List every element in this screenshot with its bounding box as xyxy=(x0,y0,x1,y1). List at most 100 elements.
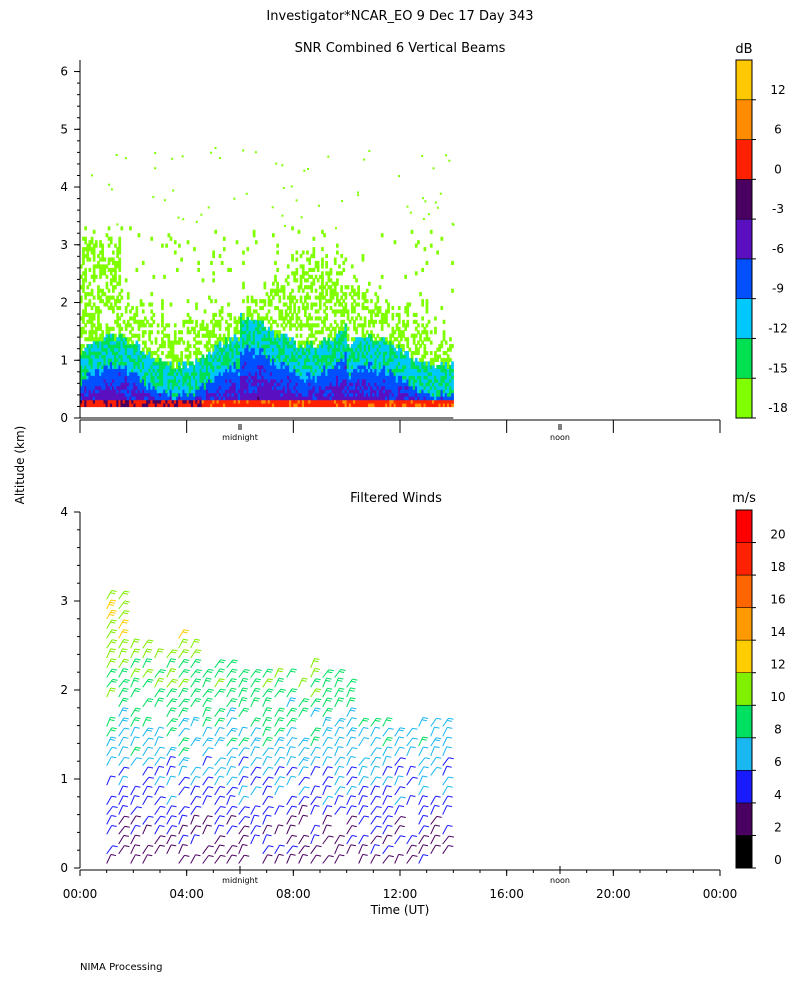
wind-barb-flag xyxy=(124,611,129,612)
snr-cell xyxy=(223,247,226,251)
snr-cell xyxy=(202,323,205,327)
snr-cell xyxy=(155,337,158,341)
wind-barb xyxy=(107,737,111,746)
wind-barb-flag xyxy=(111,632,116,633)
snr-cell xyxy=(150,323,153,327)
wind-barb xyxy=(215,807,221,815)
wind-barb xyxy=(203,678,207,687)
snr-cell xyxy=(187,313,190,317)
wind-barb xyxy=(203,816,208,825)
wind-barb-flag xyxy=(184,650,189,651)
wind-barb xyxy=(167,708,172,717)
wind-barb-flag xyxy=(182,642,187,643)
snr-cell xyxy=(142,348,145,352)
snr-cell xyxy=(400,337,403,341)
snr-cell xyxy=(351,285,354,289)
wind-barb xyxy=(179,738,185,746)
wind-barb-flag xyxy=(125,601,130,602)
wind-barb-flag xyxy=(209,748,214,749)
snr-cell xyxy=(202,320,205,324)
snr-cell xyxy=(323,285,326,289)
wind-barb xyxy=(107,679,113,687)
wind-barb-flag xyxy=(123,806,128,807)
snr-cell xyxy=(219,313,222,317)
wind-barb-flag xyxy=(146,720,151,721)
snr-cell xyxy=(300,344,303,348)
snr-cell xyxy=(404,327,407,331)
wind-barb-flag xyxy=(159,786,164,787)
snr-cell xyxy=(281,309,284,313)
wind-barb xyxy=(143,796,148,805)
wind-barb-flag xyxy=(111,776,116,777)
wind-barb xyxy=(143,845,149,853)
wind-barb-flag xyxy=(122,651,127,652)
snr-cell xyxy=(138,327,141,331)
wind-barb xyxy=(203,796,207,805)
snr-cell xyxy=(146,320,149,324)
snr-cell xyxy=(440,193,442,195)
snr-cell xyxy=(212,327,215,331)
snr-cell xyxy=(449,337,452,341)
snr-cell xyxy=(242,150,244,152)
snr-cell xyxy=(84,268,87,272)
snr-cell xyxy=(435,202,437,204)
snr-cell xyxy=(330,285,333,289)
snr-cell xyxy=(306,251,309,255)
snr-cell xyxy=(114,268,117,272)
snr-cell xyxy=(392,334,395,338)
snr-cell xyxy=(336,244,339,248)
wind-barb-flag xyxy=(196,767,201,768)
snr-cell xyxy=(86,254,89,258)
wind-barb xyxy=(119,680,125,688)
snr-cell xyxy=(372,334,375,338)
snr-cell xyxy=(430,244,433,248)
wind-barb-flag xyxy=(197,670,202,671)
wind-barb-flag xyxy=(171,701,176,702)
wind-barb xyxy=(155,777,160,786)
wind-barb-flag xyxy=(123,613,128,614)
wind-barb-flag xyxy=(110,651,115,652)
snr-cell xyxy=(417,348,420,352)
snr-cell xyxy=(164,199,166,201)
wind-barb-flag xyxy=(160,836,165,837)
wind-barb xyxy=(107,717,111,726)
snr-cell xyxy=(178,217,180,219)
snr-cell xyxy=(347,327,350,331)
snr-cell xyxy=(106,282,109,286)
wind-barb-flag xyxy=(184,679,189,680)
wind-barb-flag xyxy=(125,591,130,592)
snr-cell xyxy=(313,237,316,241)
wind-barb xyxy=(131,816,136,825)
wind-barb-flag xyxy=(124,835,129,836)
snr-cell xyxy=(197,268,200,272)
wind-barb-flag xyxy=(135,749,140,750)
wind-barb xyxy=(215,758,221,766)
snr-cell xyxy=(174,251,177,255)
snr-cell xyxy=(398,313,401,317)
wind-barb-flag xyxy=(219,825,224,826)
snr-cell xyxy=(424,200,426,202)
snr-cell xyxy=(300,285,303,289)
snr-cell xyxy=(193,344,196,348)
snr-cell xyxy=(121,226,124,230)
snr-cell xyxy=(419,344,422,348)
wind-barb xyxy=(215,689,221,697)
snr-cell xyxy=(212,254,215,258)
wind-barb-flag xyxy=(184,630,189,631)
snr-cell xyxy=(276,268,279,272)
snr-cell xyxy=(353,323,356,327)
snr-cell xyxy=(255,240,258,244)
wind-barb-flag xyxy=(161,670,166,671)
wind-barb-flag xyxy=(147,671,152,672)
snr-cell xyxy=(89,299,92,303)
snr-cell xyxy=(396,323,399,327)
snr-cell xyxy=(426,334,429,338)
snr-cell xyxy=(208,337,211,341)
snr-cell xyxy=(325,316,328,320)
wind-barb xyxy=(167,747,172,756)
snr-colorbar-swatch xyxy=(736,338,752,378)
snr-cell xyxy=(334,285,337,289)
snr-cell xyxy=(93,254,96,258)
snr-cell xyxy=(363,159,365,161)
snr-cell xyxy=(148,334,151,338)
